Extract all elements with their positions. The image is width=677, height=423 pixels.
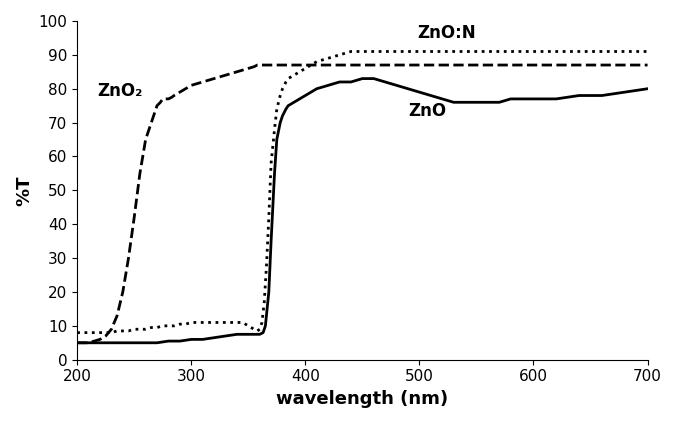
Y-axis label: %T: %T — [15, 175, 33, 206]
Text: ZnO₂: ZnO₂ — [97, 82, 143, 99]
X-axis label: wavelength (nm): wavelength (nm) — [276, 390, 448, 408]
Text: ZnO: ZnO — [408, 102, 446, 120]
Text: ZnO:N: ZnO:N — [417, 24, 476, 42]
